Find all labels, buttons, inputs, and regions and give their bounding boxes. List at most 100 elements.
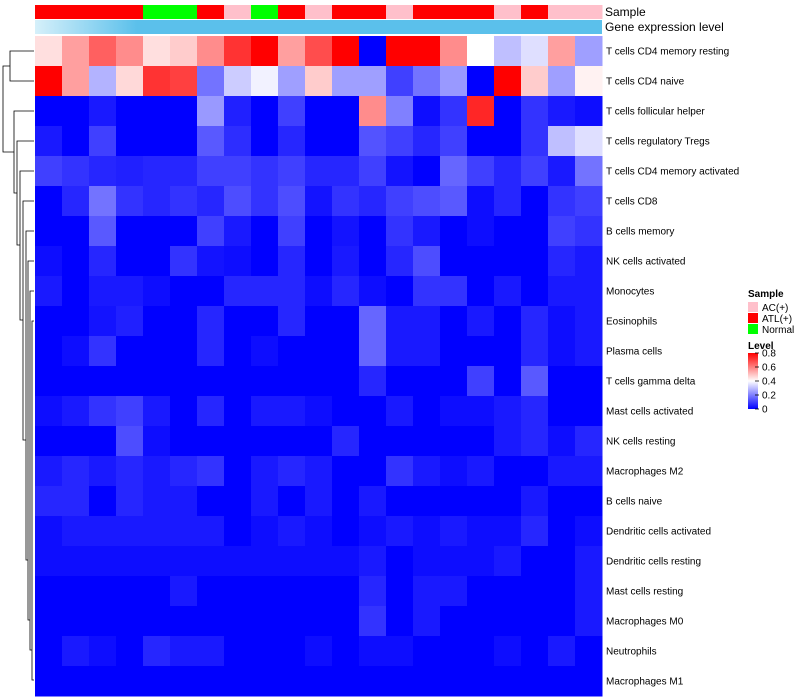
heatmap-cell (116, 336, 144, 367)
heatmap-cell (143, 306, 171, 337)
heatmap-cell (62, 576, 90, 607)
heatmap-cell (116, 96, 144, 127)
heatmap-cell (494, 216, 522, 247)
row-label: Macrophages M0 (606, 617, 684, 628)
heatmap-cell (467, 186, 495, 217)
heatmap-cell (197, 66, 225, 97)
heatmap-cell (116, 66, 144, 97)
heatmap-cell (89, 216, 117, 247)
heatmap-cell (440, 456, 468, 487)
heatmap-cell (332, 366, 360, 397)
heatmap-cell (116, 576, 144, 607)
heatmap-cell (197, 366, 225, 397)
heatmap-cell (467, 366, 495, 397)
heatmap-cell (143, 336, 171, 367)
heatmap-cell (251, 456, 279, 487)
heatmap-cell (305, 96, 333, 127)
sample-annotation-cell (467, 5, 495, 19)
heatmap-cell (359, 486, 387, 517)
heatmap-cell (143, 606, 171, 637)
heatmap-cell (413, 486, 441, 517)
heatmap-cell (440, 156, 468, 187)
heatmap-cell (548, 336, 576, 367)
heatmap-cell (278, 336, 306, 367)
heatmap-cell (359, 546, 387, 577)
heatmap-cell (89, 246, 117, 277)
heatmap-cell (89, 66, 117, 97)
heatmap-cell (548, 36, 576, 67)
heatmap-cell (62, 276, 90, 307)
heatmap-cell (548, 396, 576, 427)
heatmap-cell (521, 426, 549, 457)
heatmap-cell (467, 96, 495, 127)
heatmap-cell (332, 396, 360, 427)
heatmap-cell (575, 636, 603, 667)
sample-annotation-cell (332, 5, 360, 19)
heatmap-cell (359, 156, 387, 187)
heatmap-cell (89, 36, 117, 67)
heatmap-cell (575, 336, 603, 367)
heatmap-cell (224, 306, 252, 337)
heatmap-cell (143, 426, 171, 457)
heatmap-cell (62, 456, 90, 487)
heatmap-cell (143, 546, 171, 577)
heatmap-cell (359, 66, 387, 97)
heatmap-cell (35, 456, 63, 487)
row-label: T cells CD4 naive (606, 77, 685, 88)
heatmap-cell (413, 606, 441, 637)
heatmap-cell (467, 456, 495, 487)
heatmap-cell (89, 96, 117, 127)
heatmap-cell (278, 516, 306, 547)
heatmap-cell (62, 66, 90, 97)
heatmap-cell (521, 396, 549, 427)
heatmap-cell (548, 306, 576, 337)
heatmap-cell (197, 606, 225, 637)
heatmap-cell (143, 276, 171, 307)
sample-annotation-cell (413, 5, 441, 19)
expression-level-bar (35, 20, 602, 34)
row-label: T cells CD4 memory resting (606, 47, 729, 58)
row-label: NK cells resting (606, 437, 675, 448)
heatmap-cell (413, 366, 441, 397)
sample-annotation-cell (224, 5, 252, 19)
heatmap-cell (224, 426, 252, 457)
heatmap-cell (116, 246, 144, 277)
heatmap-cell (413, 426, 441, 457)
heatmap-cell (224, 366, 252, 397)
heatmap-cell (197, 636, 225, 667)
heatmap-cell (521, 36, 549, 67)
heatmap-cell (170, 246, 198, 277)
heatmap-cell (521, 276, 549, 307)
heatmap-cell (521, 216, 549, 247)
legend-label-ac: AC(+) (762, 303, 788, 314)
heatmap-cell (278, 576, 306, 607)
heatmap-cell (89, 516, 117, 547)
heatmap-cell (116, 516, 144, 547)
heatmap-cell (224, 36, 252, 67)
heatmap-cell (359, 666, 387, 697)
heatmap-cell (143, 636, 171, 667)
heatmap-cell (332, 456, 360, 487)
heatmap-cell (89, 336, 117, 367)
sample-annotation-cell (386, 5, 414, 19)
heatmap-cell (251, 126, 279, 157)
heatmap-cell (467, 546, 495, 577)
heatmap-cell (386, 606, 414, 637)
heatmap-cell (548, 576, 576, 607)
heatmap-cell (89, 636, 117, 667)
heatmap-cell (143, 456, 171, 487)
heatmap-cell (332, 426, 360, 457)
heatmap-cell (116, 126, 144, 157)
heatmap-cell (386, 366, 414, 397)
sample-annotation-cell (521, 5, 549, 19)
heatmap-cell (440, 126, 468, 157)
expression-track-label: Gene expression level (605, 20, 724, 34)
heatmap-cell (575, 426, 603, 457)
heatmap-cell (494, 666, 522, 697)
heatmap-cell (575, 36, 603, 67)
heatmap-cell (359, 516, 387, 547)
heatmap-cell (494, 156, 522, 187)
heatmap-cell (62, 96, 90, 127)
heatmap-cell (413, 306, 441, 337)
